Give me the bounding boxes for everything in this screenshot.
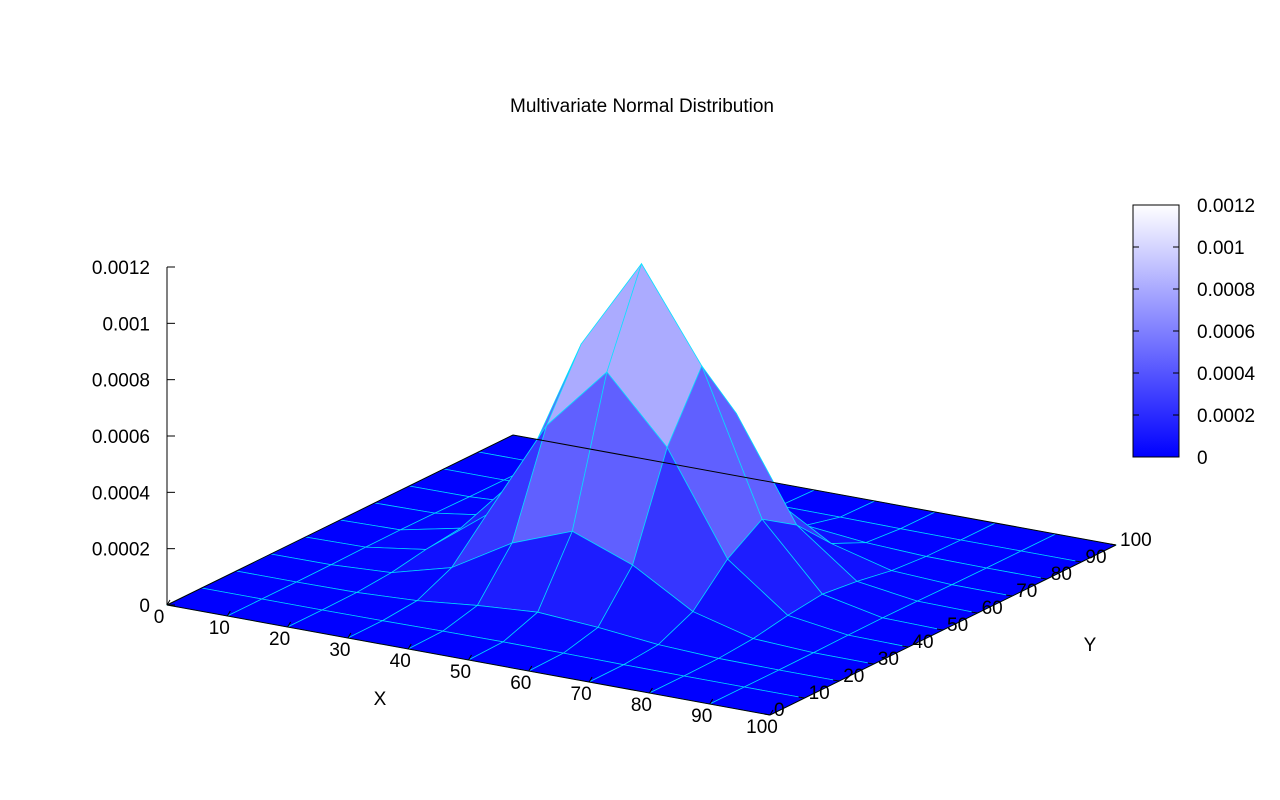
x-tick-label: 60 <box>510 673 531 694</box>
colorbar-tick-label: 0.001 <box>1197 238 1245 259</box>
x-tick-label: 50 <box>450 662 471 683</box>
x-tick-label: 100 <box>746 717 778 738</box>
colorbar <box>1132 204 1180 458</box>
axis-edge <box>512 434 1117 546</box>
x-tick-label: 80 <box>631 695 652 716</box>
z-tick-label: 0.0006 <box>92 427 150 448</box>
colorbar-tick-label: 0.0008 <box>1197 280 1255 301</box>
x-tick-label: 90 <box>691 706 712 727</box>
x-tick <box>166 599 171 606</box>
surface <box>165 262 1118 716</box>
x-tick <box>588 676 593 683</box>
x-tick-label: 30 <box>329 640 350 661</box>
x-tick <box>287 621 292 628</box>
x-tick <box>528 665 533 672</box>
z-tick-label: 0.0008 <box>92 371 150 392</box>
y-tick <box>833 679 840 682</box>
z-tick-label: 0 <box>139 596 150 617</box>
y-tick <box>1075 560 1082 563</box>
y-tick <box>1109 543 1117 546</box>
y-tick-label: 20 <box>843 666 864 687</box>
y-tick <box>902 645 909 648</box>
y-tick-label: 60 <box>982 598 1003 619</box>
y-tick <box>798 696 805 699</box>
y-tick-label: 90 <box>1085 547 1106 568</box>
z-tick-label: 0.0004 <box>92 483 151 504</box>
x-tick <box>407 643 412 650</box>
x-tick-label: 40 <box>390 651 411 672</box>
x-tick <box>347 632 352 639</box>
x-axis-label: X <box>374 689 387 710</box>
y-tick-label: 30 <box>878 649 899 670</box>
colorbar-tick-label: 0.0004 <box>1197 364 1256 385</box>
colorbar-tick-label: 0.0002 <box>1197 406 1255 427</box>
x-tick-label: 0 <box>154 607 165 628</box>
x-tick <box>769 709 774 716</box>
y-tick-label: 50 <box>947 615 968 636</box>
axis-edge <box>166 434 514 606</box>
y-tick <box>763 713 771 716</box>
z-tick-label: 0.001 <box>102 314 150 335</box>
y-tick-label: 40 <box>912 632 933 653</box>
y-tick <box>1006 594 1013 597</box>
y-tick <box>936 628 944 631</box>
y-tick-label: 70 <box>1016 581 1037 602</box>
y-axis-label: Y <box>1084 635 1097 656</box>
colorbar-tick-label: 0.0012 <box>1197 196 1255 217</box>
y-tick <box>1040 577 1047 580</box>
z-tick-label: 0.0012 <box>92 258 150 279</box>
colorbar-tick-label: 0 <box>1197 448 1208 469</box>
y-tick-label: 80 <box>1051 564 1072 585</box>
y-tick-label: 100 <box>1120 530 1152 551</box>
x-tick <box>648 687 653 694</box>
y-tick-label: 0 <box>774 700 785 721</box>
colorbar-tick-label: 0.0006 <box>1197 322 1255 343</box>
x-tick-label: 20 <box>269 629 290 650</box>
x-tick <box>468 654 472 661</box>
x-tick-label: 10 <box>209 618 230 639</box>
z-tick-label: 0.0002 <box>92 540 150 561</box>
y-tick-label: 10 <box>809 683 830 704</box>
x-tick <box>709 698 714 705</box>
x-tick-label: 70 <box>571 684 592 705</box>
x-tick <box>226 610 231 617</box>
y-tick <box>867 662 874 665</box>
y-tick <box>971 611 978 614</box>
chart-title: Multivariate Normal Distribution <box>510 96 774 117</box>
